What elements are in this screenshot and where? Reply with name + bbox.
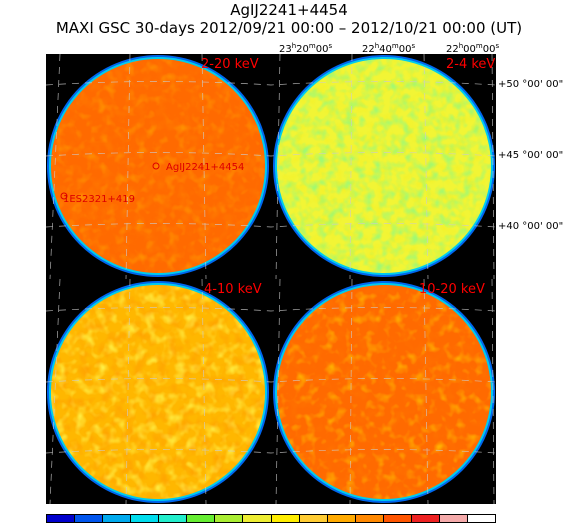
ra-label-1: 23h20m00s [279,42,333,55]
panel-10-20kev [273,281,495,503]
color-scale-bar [46,514,496,523]
band-label-2-4kev: 2-4 keV [446,57,495,72]
source-marker-agij2241 [152,162,160,170]
color-scale-segment [47,515,76,522]
color-scale-segment [75,515,104,522]
sky-map: 2-20 keV 2-4 keV 4-10 keV 10-20 keV AgIJ… [46,54,496,504]
band-label-4-10kev: 4-10 keV [204,282,262,297]
dec-label-1: +50 °00' 00" [498,79,564,90]
color-scale-segment [131,515,160,522]
panel-2-4kev [273,55,495,277]
panel-2-20kev [47,55,269,277]
color-scale-segment [159,515,188,522]
coordinate-grid [46,54,496,504]
color-scale-segment [327,515,356,522]
band-label-2-20kev: 2-20 keV [201,57,259,72]
color-scale-segment [467,515,495,522]
color-scale-segment [103,515,132,522]
chart-subtitle: MAXI GSC 30-days 2012/09/21 00:00 – 2012… [55,19,523,37]
band-label-10-20kev: 10-20 keV [419,282,485,297]
color-scale-segment [411,515,440,522]
ra-label-3: 22h00m00s [446,42,500,55]
annotation-1es2321: 1ES2321+419 [63,194,135,205]
ra-label-2: 22h40m00s [362,42,416,55]
color-scale-segment [299,515,328,522]
annotation-agij2241: AgIJ2241+4454 [166,162,244,173]
color-scale-segment [215,515,244,522]
dec-label-3: +40 °00' 00" [498,221,564,232]
color-scale-segment [439,515,468,522]
source-marker-1es2321 [60,192,68,200]
color-scale-segment [271,515,300,522]
color-scale-segment [187,515,216,522]
chart-title: AgIJ2241+4454 [230,1,348,19]
dec-label-2: +45 °00' 00" [498,150,564,161]
color-scale-segment [243,515,272,522]
panel-4-10kev [47,281,269,503]
color-scale-segment [383,515,412,522]
color-scale-segment [355,515,384,522]
